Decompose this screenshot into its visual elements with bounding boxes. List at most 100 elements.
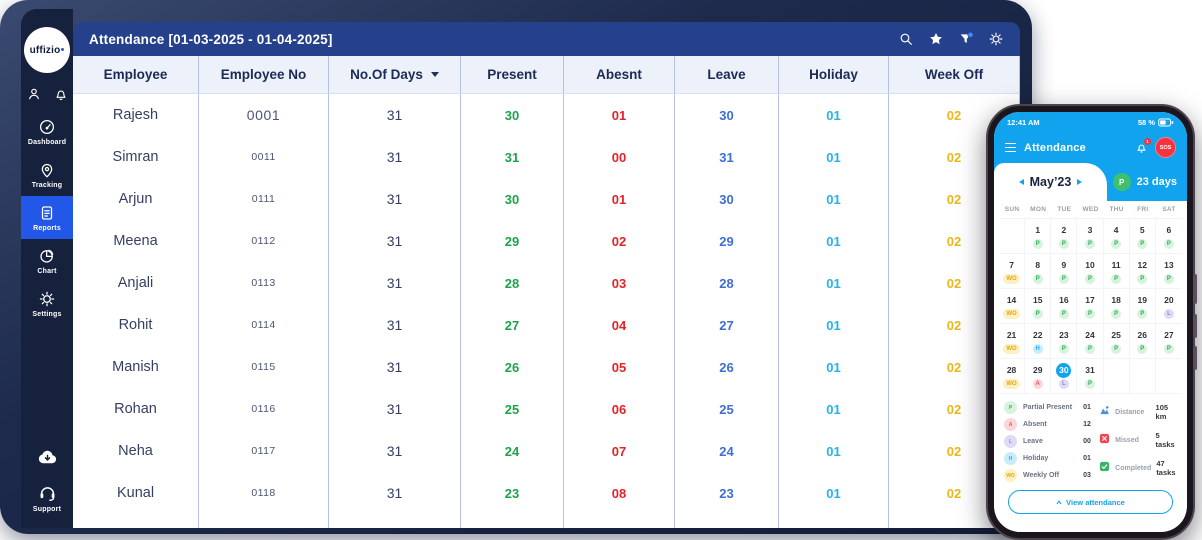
filter-icon[interactable] [958, 31, 974, 47]
prev-month-button[interactable] [1018, 179, 1024, 185]
calendar-day[interactable]: 23 P [1051, 324, 1078, 359]
day-status-badge: P [1163, 274, 1174, 285]
day-status-badge: WO [1003, 379, 1020, 390]
weekday-label: THU [1109, 206, 1124, 213]
calendar-day[interactable]: 16 P [1051, 289, 1078, 324]
cell-leave: 23 [675, 472, 779, 514]
calendar-day[interactable]: 19 P [1129, 289, 1156, 324]
legend-label: Leave [1023, 438, 1043, 445]
calendar-day[interactable]: 15 P [1025, 289, 1052, 324]
weekday-label: MON [1030, 206, 1047, 213]
calendar-day[interactable]: 27 P [1155, 324, 1182, 359]
day-status-badge: P [1058, 239, 1069, 250]
month-bar: May’23 P 23 days [994, 163, 1187, 201]
tracking-icon [38, 161, 56, 179]
table-row: Rohit 0114 31 27 04 27 01 02 [73, 304, 1020, 346]
day-status-badge: P [1111, 274, 1122, 285]
legend-item: A Absent 12 [1004, 418, 1099, 431]
cell-empty [199, 514, 329, 528]
star-icon[interactable] [928, 31, 944, 47]
month-label: May’23 [1029, 175, 1072, 189]
view-attendance-label: View attendance [1066, 497, 1125, 507]
column-header-present[interactable]: Present [461, 56, 564, 94]
cell-employee: Neha [73, 430, 199, 472]
weekday-label: FRI [1137, 206, 1149, 213]
cell-employee: Manish [73, 346, 199, 388]
phone-side-button [1193, 346, 1197, 370]
cell-days: 31 [329, 346, 461, 388]
calendar-day[interactable]: 14 WO [999, 289, 1026, 324]
calendar-day[interactable]: 20 L [1155, 289, 1182, 324]
day-number: 25 [1111, 330, 1121, 341]
search-icon[interactable] [898, 31, 914, 47]
calendar-day[interactable]: 17 P [1077, 289, 1104, 324]
settings-icon[interactable] [988, 31, 1004, 47]
phone-screen: 12:41 AM 58 % Attendance 1 [994, 112, 1187, 532]
calendar-day[interactable]: 12 P [1129, 254, 1156, 289]
cell-employee: Rohan [73, 388, 199, 430]
dashboard-icon [38, 118, 56, 136]
sos-button[interactable]: SOS [1155, 137, 1176, 158]
cell-days: 31 [329, 304, 461, 346]
legend-badge: L [1004, 435, 1017, 448]
menu-icon[interactable] [1005, 142, 1016, 153]
sidebar-item-dashboard[interactable]: Dashboard [21, 110, 73, 153]
user-icon[interactable] [26, 86, 42, 102]
sidebar-item-tracking[interactable]: Tracking [21, 153, 73, 196]
view-attendance-button[interactable]: View attendance [1008, 490, 1173, 514]
reports-icon [38, 204, 56, 222]
calendar-day[interactable]: 11 P [1103, 254, 1130, 289]
calendar-day[interactable]: 25 P [1103, 324, 1130, 359]
calendar-day[interactable]: 22 H [1025, 324, 1052, 359]
notification-badge: 1 [1144, 138, 1151, 145]
sidebar-item-reports[interactable]: Reports [21, 196, 73, 239]
calendar-day[interactable]: 7 WO [999, 254, 1026, 289]
stat-label: Missed [1115, 436, 1139, 444]
stat-value: 47 tasks [1156, 459, 1176, 477]
day-status-badge: P [1084, 309, 1095, 320]
calendar-day[interactable]: 21 WO [999, 324, 1026, 359]
bell-icon[interactable] [53, 86, 69, 102]
column-header-week-off[interactable]: Week Off [889, 56, 1020, 94]
column-header-employee[interactable]: Employee [73, 56, 199, 94]
cell-employee: Rajesh [73, 94, 199, 136]
sidebar-item-settings[interactable]: Settings [21, 282, 73, 325]
cell-employee_no: 0117 [199, 430, 329, 472]
legend-value: 01 [1083, 455, 1091, 462]
calendar-day[interactable]: 13 P [1155, 254, 1182, 289]
column-header-abesnt[interactable]: Abesnt [564, 56, 675, 94]
calendar-day[interactable]: 18 P [1103, 289, 1130, 324]
calendar-day[interactable]: 10 P [1077, 254, 1104, 289]
calendar-day[interactable]: 24 P [1077, 324, 1104, 359]
calendar-day[interactable]: 29 A [1025, 359, 1052, 394]
next-month-button[interactable] [1077, 179, 1083, 185]
sidebar-item-support[interactable]: Support [21, 475, 73, 520]
calendar-day[interactable]: 28 WO [999, 359, 1026, 394]
legend-label: Absent [1023, 421, 1047, 428]
stat-label: Distance [1115, 408, 1145, 416]
notification-bell-icon[interactable]: 1 [1135, 138, 1151, 154]
column-header-label: Leave [707, 67, 746, 82]
column-header-employee-no[interactable]: Employee No [199, 56, 329, 94]
attendance-table: Employee Employee No No.Of Days Present Abes… [73, 56, 1020, 528]
calendar-day[interactable]: 26 P [1129, 324, 1156, 359]
day-status-badge: P [1058, 274, 1069, 285]
calendar-grid: 1 P 2 P 3 P 4 P 5 P 6 P 7 WO 8 P 9 P 10 P 11 P 12 P 13 P 14 WO 15 P 16… [999, 218, 1182, 394]
cell-employee_no: 0011 [199, 136, 329, 178]
sidebar-item-chart[interactable]: Chart [21, 239, 73, 282]
column-header-leave[interactable]: Leave [675, 56, 779, 94]
calendar-day[interactable]: 31 P [1077, 359, 1104, 394]
day-status-badge: H [1032, 344, 1043, 355]
sidebar-item-cloud-download[interactable] [21, 440, 73, 475]
calendar-day[interactable]: 30 L [1051, 359, 1078, 394]
column-header-holiday[interactable]: Holiday [779, 56, 889, 94]
column-header-no-of-days[interactable]: No.Of Days [329, 56, 461, 94]
